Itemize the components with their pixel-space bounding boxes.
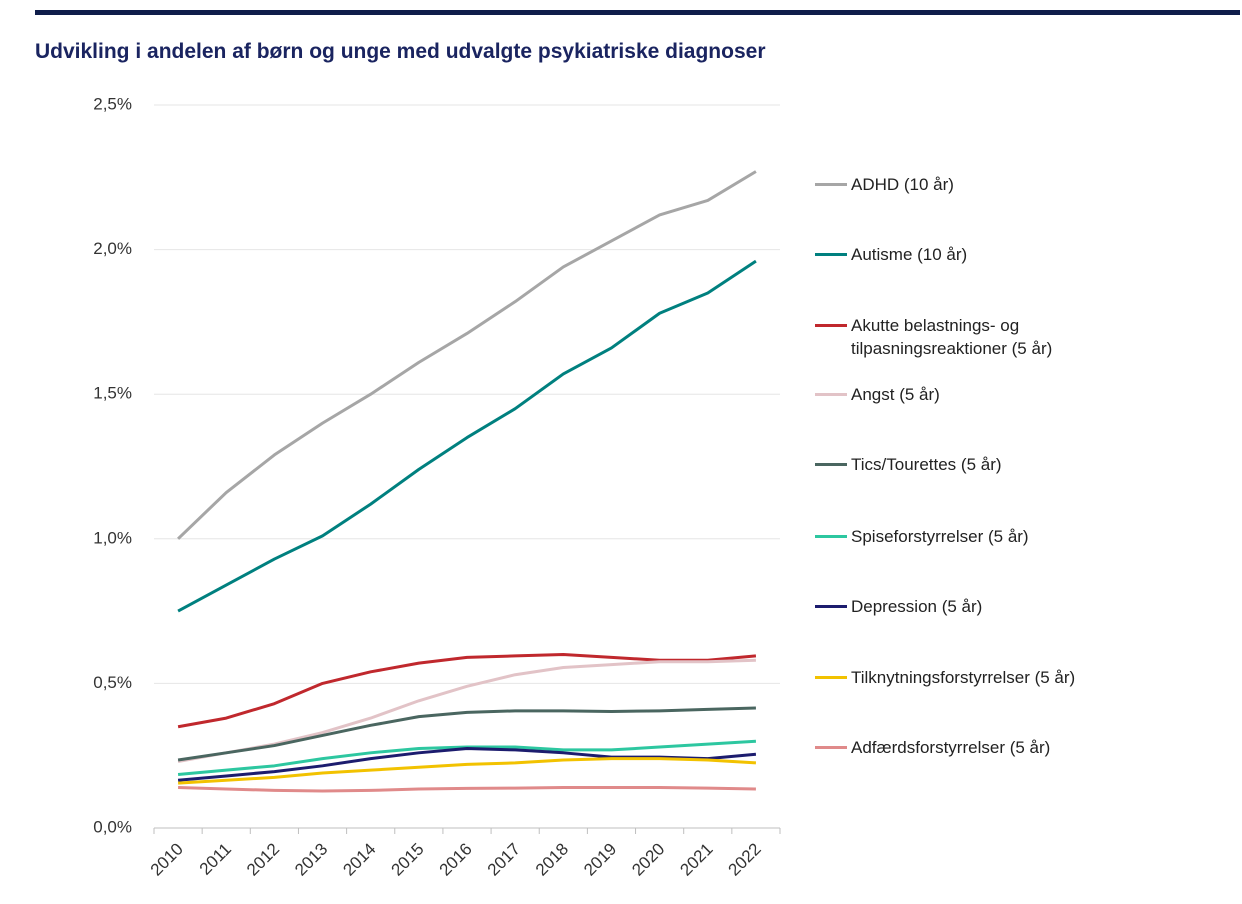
y-tick-label: 0,5% xyxy=(93,673,132,692)
x-tick-label: 2011 xyxy=(196,839,235,878)
legend-label: ADHD (10 år) xyxy=(851,175,954,194)
legend-item: Adfærdsforstyrrelser (5 år) xyxy=(815,736,1145,759)
x-tick-label: 2015 xyxy=(387,839,427,879)
chart-title: Udvikling i andelen af børn og unge med … xyxy=(35,40,766,63)
legend-label: Angst (5 år) xyxy=(851,385,940,404)
x-tick-label: 2021 xyxy=(676,839,716,879)
y-tick-label: 2,5% xyxy=(93,94,132,113)
x-tick-label: 2019 xyxy=(580,839,620,879)
x-tick-label: 2020 xyxy=(628,839,668,879)
legend-item: Tics/Tourettes (5 år) xyxy=(815,453,1145,476)
legend-label: Akutte belastnings- og tilpasningsreakti… xyxy=(851,316,1053,358)
legend-item: Autisme (10 år) xyxy=(815,243,1145,266)
legend-label: Tics/Tourettes (5 år) xyxy=(851,455,1002,474)
legend-swatch xyxy=(815,746,847,749)
legend-item: Spiseforstyrrelser (5 år) xyxy=(815,525,1145,548)
series-line xyxy=(177,259,757,613)
series-line xyxy=(177,706,756,762)
x-tick-label: 2013 xyxy=(291,839,331,879)
legend-swatch xyxy=(815,535,847,538)
legend-swatch xyxy=(815,183,847,186)
legend-item: ADHD (10 år) xyxy=(815,173,1145,196)
legend-item: Tilknytningsforstyrrelser (5 år) xyxy=(815,666,1145,689)
legend-label: Spiseforstyrrelser (5 år) xyxy=(851,527,1029,546)
series-line xyxy=(178,786,756,793)
y-tick-label: 1,0% xyxy=(93,528,132,547)
legend-swatch xyxy=(815,324,847,327)
legend-label: Tilknytningsforstyrrelser (5 år) xyxy=(851,668,1076,687)
legend-item: Depression (5 år) xyxy=(815,595,1145,618)
top-rule xyxy=(35,10,1240,15)
x-tick-label: 2018 xyxy=(532,839,572,879)
x-tick-label: 2016 xyxy=(436,839,476,879)
legend-swatch xyxy=(815,253,847,256)
y-tick-label: 1,5% xyxy=(93,384,132,403)
legend-label: Adfærdsforstyrrelser (5 år) xyxy=(851,738,1051,757)
legend-label: Autisme (10 år) xyxy=(851,245,968,264)
legend-swatch xyxy=(815,393,847,396)
series-line xyxy=(177,652,757,729)
legend-item: Akutte belastnings- og tilpasningsreakti… xyxy=(815,314,1115,360)
y-tick-label: 2,0% xyxy=(93,239,132,258)
x-tick-label: 2022 xyxy=(725,839,765,879)
legend-swatch xyxy=(815,605,847,608)
x-tick-label: 2010 xyxy=(147,839,187,879)
legend-swatch xyxy=(815,463,847,466)
legend-item: Angst (5 år) xyxy=(815,383,1145,406)
y-tick-label: 0,0% xyxy=(93,817,132,836)
series-line xyxy=(177,757,757,785)
x-tick-label: 2014 xyxy=(339,839,379,879)
x-tick-label: 2012 xyxy=(243,839,283,879)
x-tick-label: 2017 xyxy=(484,839,524,879)
legend-swatch xyxy=(815,676,847,679)
series-line xyxy=(177,170,757,540)
legend-label: Depression (5 år) xyxy=(851,597,983,616)
